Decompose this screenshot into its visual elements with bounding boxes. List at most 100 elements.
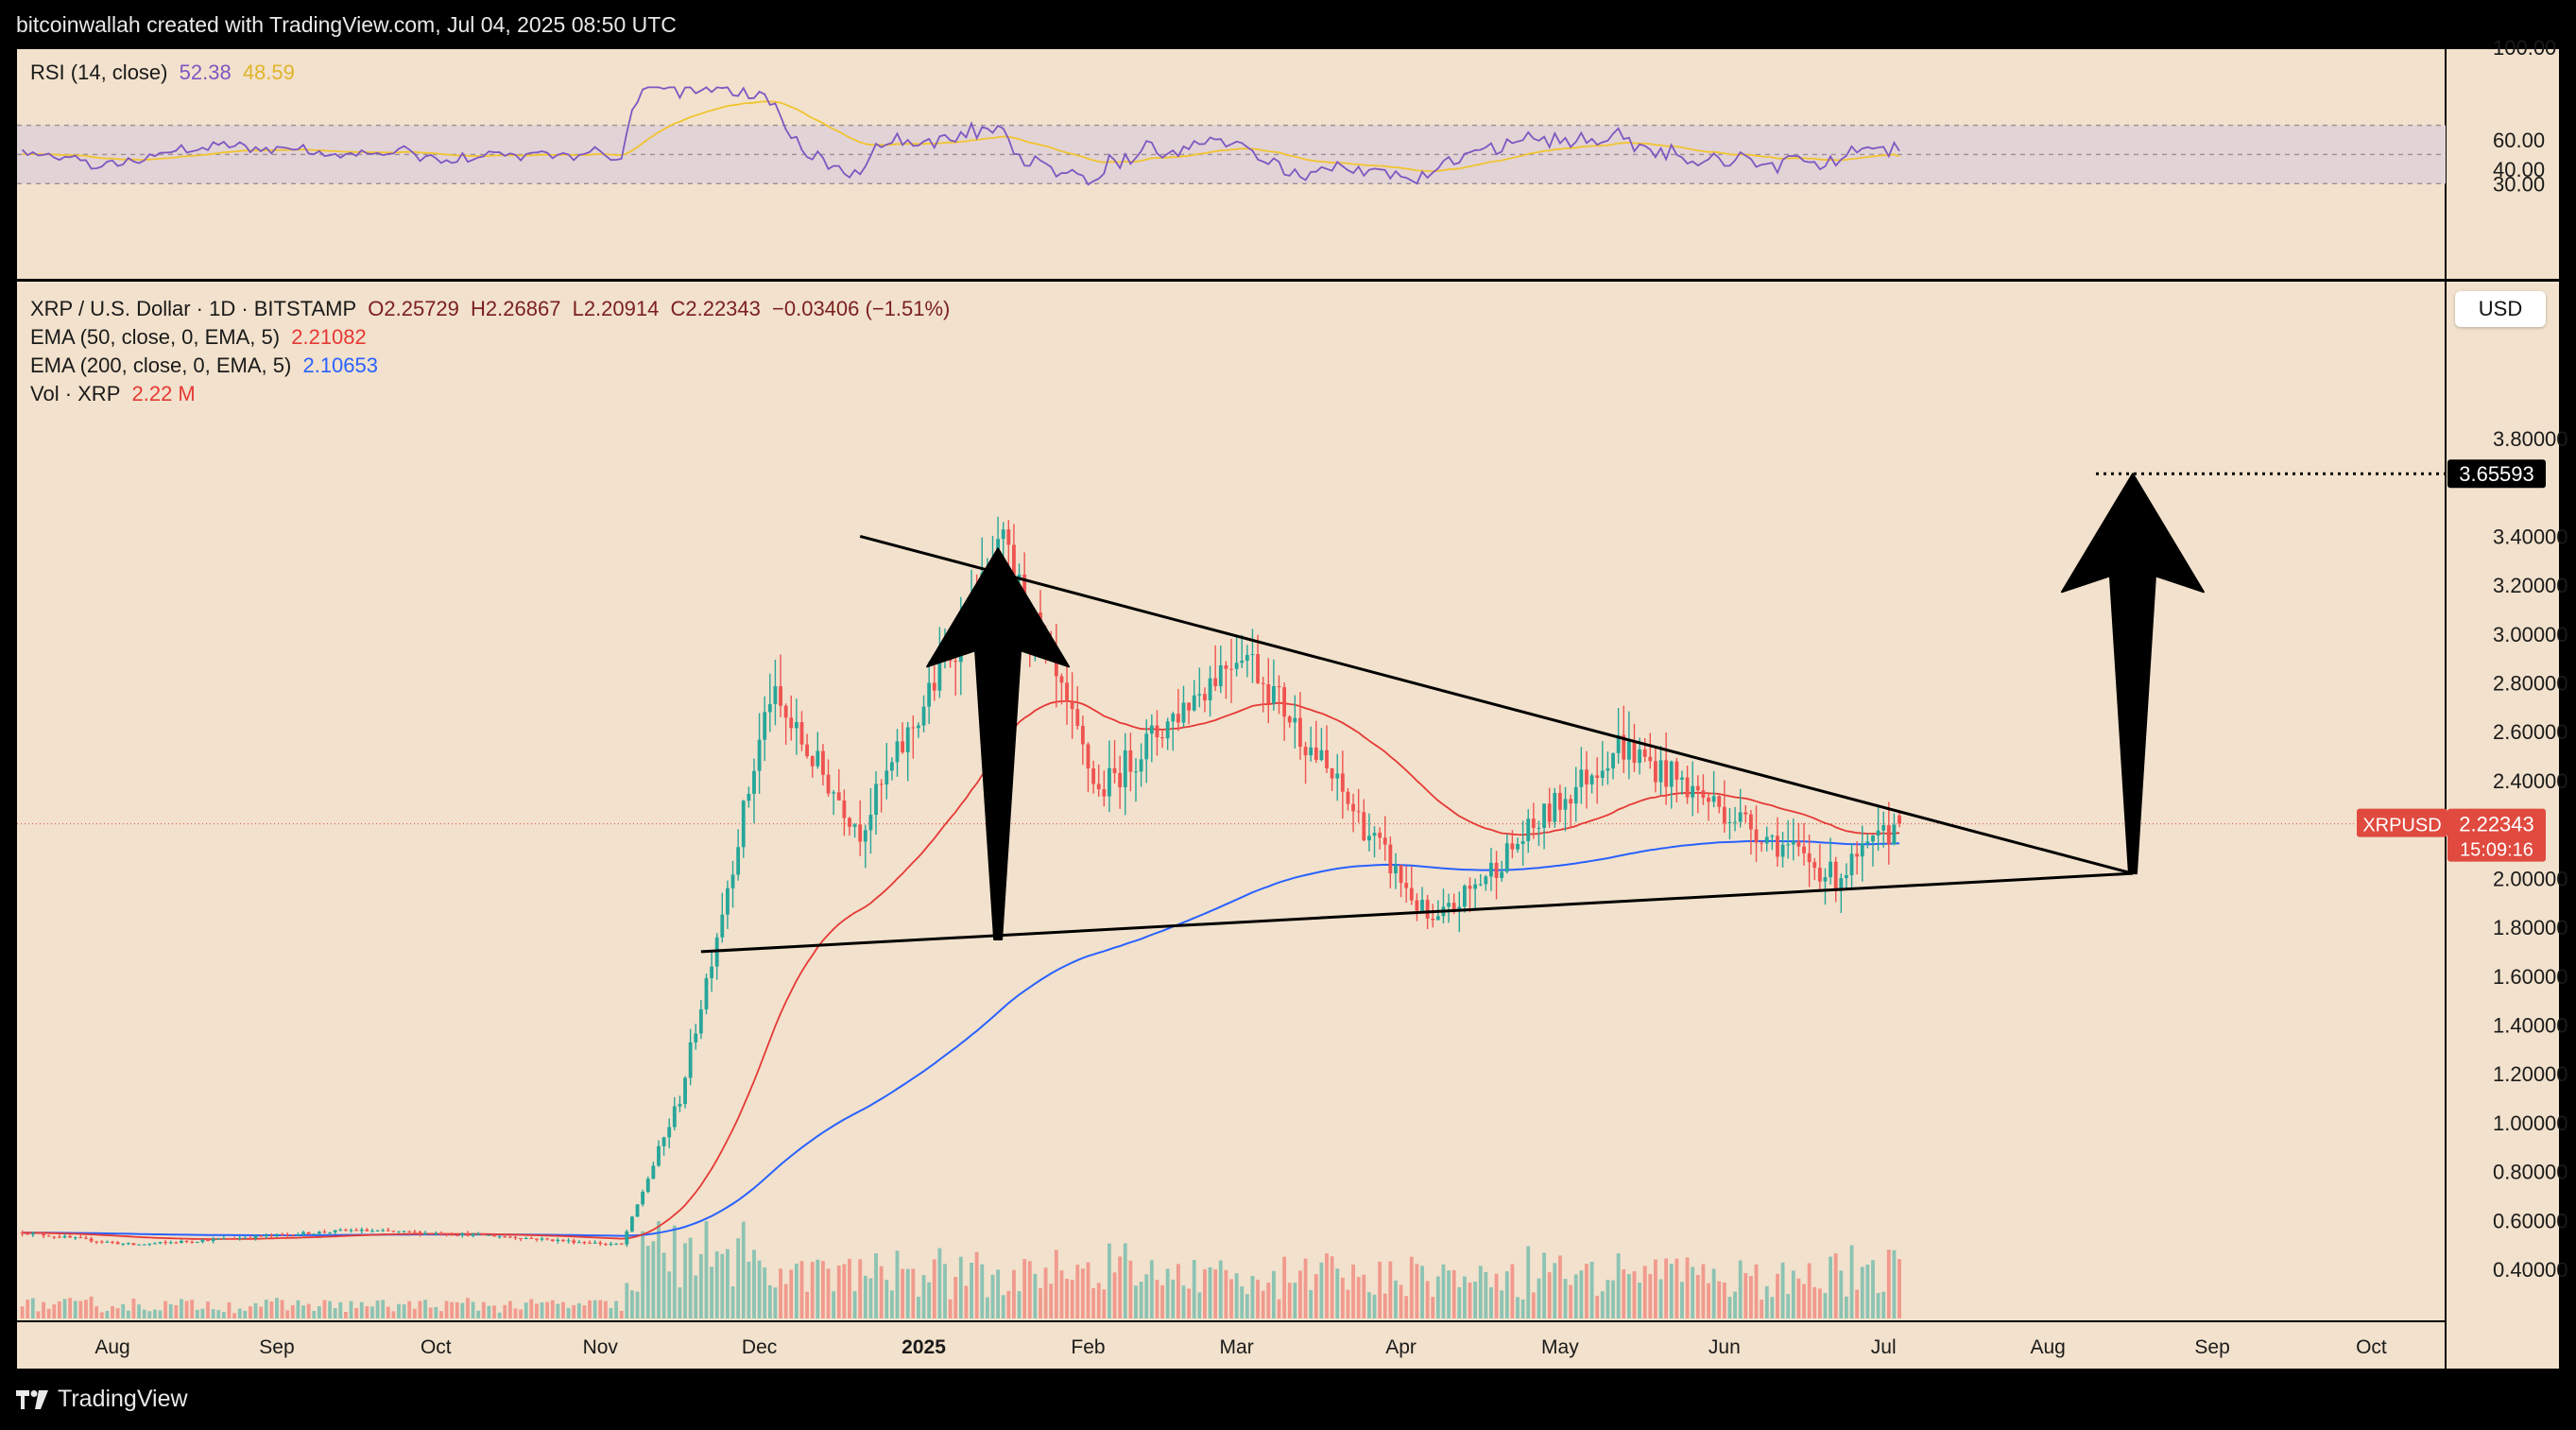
- volume-bar: [799, 1261, 804, 1318]
- candle-body: [1791, 841, 1795, 845]
- volume-bar: [397, 1303, 401, 1318]
- volume-bar: [1335, 1268, 1340, 1318]
- candle-body: [799, 722, 804, 745]
- candle-body: [889, 762, 894, 771]
- candle-body: [1112, 767, 1117, 773]
- tradingview-logo[interactable]: TradingView: [16, 1386, 188, 1413]
- volume-bar: [444, 1301, 449, 1318]
- volume-bar: [1149, 1260, 1154, 1318]
- currency-button[interactable]: USD: [2455, 291, 2546, 327]
- volume-bar: [1658, 1279, 1663, 1318]
- price-axis-bg: [2446, 49, 2559, 1369]
- candle-body: [338, 1230, 343, 1232]
- candle-body: [1573, 786, 1578, 804]
- volume-bar: [1234, 1273, 1239, 1318]
- volume-bar: [1553, 1263, 1557, 1318]
- candle-body: [1749, 814, 1753, 830]
- candle-body: [789, 717, 794, 729]
- candle-body: [1817, 868, 1822, 882]
- volume-bar: [1054, 1249, 1058, 1318]
- volume-bar: [1557, 1255, 1562, 1318]
- volume-bar: [1722, 1282, 1726, 1318]
- time-axis-tick: Dec: [742, 1336, 777, 1358]
- volume-bar: [1711, 1268, 1716, 1318]
- volume-bar: [1516, 1297, 1520, 1318]
- candle-body: [1760, 842, 1764, 844]
- volume-bar: [1701, 1264, 1706, 1318]
- candle-body: [937, 660, 942, 691]
- volume-bar: [619, 1310, 624, 1318]
- candle-body: [588, 1242, 592, 1244]
- volume-bar: [237, 1308, 242, 1318]
- candle-body: [836, 792, 841, 801]
- volume-bar: [810, 1262, 815, 1318]
- candle-body: [1886, 824, 1891, 845]
- price-axis-tick: 1.20000: [2493, 1062, 2568, 1086]
- candle-body: [84, 1237, 88, 1239]
- candle-body: [1589, 775, 1594, 785]
- volume-bar: [1043, 1267, 1048, 1318]
- candle-body: [763, 712, 767, 740]
- volume-bar: [439, 1311, 443, 1318]
- volume-bar: [932, 1259, 936, 1318]
- candle-body: [519, 1238, 523, 1240]
- volume-bar: [889, 1290, 894, 1318]
- candle-body: [1187, 702, 1192, 711]
- candle-body: [953, 661, 958, 663]
- measured-move-arrow: [926, 547, 1071, 940]
- candle-body: [1139, 759, 1143, 772]
- candle-body: [1892, 824, 1897, 845]
- candle-body: [1346, 791, 1350, 804]
- volume-bar: [216, 1310, 221, 1318]
- volume-bar: [52, 1304, 57, 1318]
- volume-bar: [1409, 1256, 1414, 1318]
- volume-bar: [1229, 1279, 1233, 1318]
- candle-body: [657, 1146, 661, 1166]
- candle-body: [418, 1232, 422, 1234]
- volume-bar: [736, 1238, 741, 1318]
- volume-bar: [598, 1300, 603, 1318]
- candle-body: [1520, 840, 1525, 844]
- candle-body: [1542, 803, 1546, 828]
- volume-bar: [1563, 1279, 1568, 1318]
- candle-body: [1059, 676, 1064, 683]
- volume-bar: [1441, 1264, 1446, 1318]
- candle-body: [582, 1242, 587, 1244]
- rsi-axis-tick: 60.00: [2493, 129, 2545, 152]
- volume-bar: [1001, 1295, 1005, 1318]
- rsi-axis-tick: 30.00: [2493, 172, 2545, 196]
- candle-body: [200, 1239, 205, 1242]
- volume-bar: [688, 1237, 693, 1318]
- volume-bar: [1547, 1272, 1552, 1318]
- volume-bar: [306, 1303, 311, 1318]
- candle-body: [1845, 875, 1848, 879]
- time-axis-tick: Oct: [2356, 1336, 2387, 1358]
- candle-body: [1001, 529, 1005, 540]
- volume-bar: [513, 1308, 518, 1318]
- volume-bar: [948, 1299, 953, 1318]
- volume-bar: [1319, 1262, 1324, 1318]
- volume-bar: [1743, 1273, 1748, 1318]
- volume-bar: [1462, 1276, 1467, 1318]
- candle-body: [1006, 529, 1011, 545]
- candle-body: [280, 1233, 284, 1235]
- candle-body: [1425, 900, 1430, 919]
- volume-bar: [863, 1275, 867, 1318]
- candle-body: [275, 1233, 279, 1236]
- candle-body: [1648, 756, 1653, 762]
- volume-bar: [1261, 1290, 1265, 1318]
- candle-body: [1780, 844, 1785, 857]
- volume-bar: [481, 1301, 486, 1318]
- volume-bar: [1881, 1291, 1886, 1318]
- candle-body: [1484, 876, 1488, 885]
- candle-body: [1881, 824, 1886, 831]
- candle-body: [1754, 829, 1759, 843]
- volume-bar: [694, 1275, 698, 1318]
- candle-body: [20, 1232, 25, 1234]
- volume-bar: [1569, 1284, 1573, 1318]
- volume-bar: [576, 1302, 581, 1318]
- volume-bar: [1240, 1285, 1245, 1318]
- volume-bar: [767, 1284, 772, 1318]
- price-axis-tick: 0.40000: [2493, 1258, 2568, 1282]
